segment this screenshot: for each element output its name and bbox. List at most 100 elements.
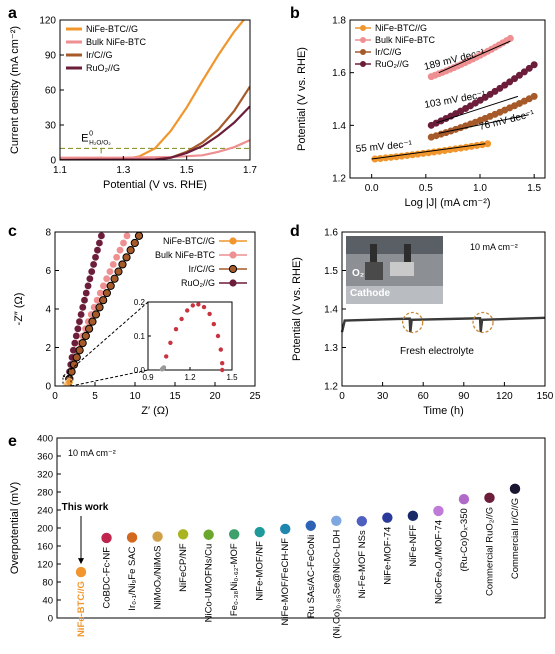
legend-marker <box>229 251 237 259</box>
data-point <box>530 61 538 69</box>
legend-label: Bulk NiFe-BTC <box>375 35 436 45</box>
inset-x-tick-label: 1.5 <box>226 373 238 382</box>
x-axis-label: Log |J| (mA cm⁻²) <box>404 197 490 209</box>
plot-c <box>62 232 144 386</box>
y-tick-label: 40 <box>42 596 53 607</box>
y-tick-label: 1.2 <box>324 382 338 393</box>
data-point <box>81 331 90 341</box>
data-point <box>78 303 87 312</box>
y-tick-label: 1.2 <box>332 174 346 185</box>
y-tick-label: 0 <box>48 614 53 625</box>
x-axis-label: Potential (V vs. RHE) <box>103 179 207 191</box>
data-point <box>280 523 291 535</box>
data-point <box>123 232 131 240</box>
inset-point <box>168 340 173 345</box>
y-tick-label: 280 <box>37 488 53 499</box>
x-tick-label: 0.5 <box>419 183 433 194</box>
data-point <box>95 239 104 247</box>
y-tick-label: 1.5 <box>324 266 338 277</box>
inset-point <box>185 308 190 313</box>
data-point <box>134 232 144 240</box>
y-tick-label: 1.6 <box>332 68 346 79</box>
data-point <box>496 84 504 92</box>
zoom-connector <box>70 369 149 387</box>
photo-top <box>346 236 443 254</box>
y-axis-label: Current density (mA cm⁻²) <box>9 26 21 154</box>
panel-label: d <box>290 223 300 240</box>
data-point <box>97 232 106 240</box>
x-tick-label: 1.3 <box>116 165 130 176</box>
data-point <box>331 515 342 526</box>
y-tick-label: 200 <box>37 524 53 535</box>
data-point <box>118 260 127 269</box>
data-point <box>484 492 495 504</box>
x-tick-label: 15 <box>169 391 181 402</box>
x-tick-label: 1.5 <box>180 165 194 176</box>
category-label: NiFeCP/NF <box>178 543 189 592</box>
x-axis-label: Z′ (Ω) <box>141 405 168 417</box>
inset-point <box>215 333 221 339</box>
category-label: Ir₀.₁/Ni₉Fe SAC <box>127 546 138 610</box>
axes-b <box>349 19 546 179</box>
o2-label: O₂ <box>352 268 364 279</box>
zoom-box <box>62 375 72 387</box>
x-tick-label: 0 <box>339 391 345 402</box>
category-label: NiMoOₓ/NiMoS <box>153 546 164 610</box>
y-tick-label: 1.6 <box>324 228 338 239</box>
category-label: (Ni,Co)₀.₈₅Se@NiCo-LDH <box>331 530 342 639</box>
photo-bottom <box>346 286 443 304</box>
category-label: CoBDC-Fc-NF <box>102 547 113 609</box>
data-point <box>65 378 74 386</box>
panel-label: e <box>8 433 17 450</box>
inset-point <box>179 316 184 322</box>
inset-x-tick-label: 1.2 <box>184 373 196 382</box>
series-line <box>340 316 546 333</box>
y-axis-label: Potential (V vs. RHE) <box>296 47 308 151</box>
data-point <box>85 324 94 333</box>
legend-marker <box>229 279 237 287</box>
legend-marker <box>360 49 366 55</box>
panel-label: a <box>8 5 17 22</box>
fit-line <box>436 95 519 124</box>
inset-point <box>211 321 216 327</box>
inset-point <box>220 361 225 366</box>
fit-line <box>371 143 486 160</box>
y-tick-label: 90 <box>45 51 57 62</box>
this-work-label: This work <box>62 502 109 513</box>
x-tick-label: 1.1 <box>53 165 67 176</box>
y-tick-label: 0 <box>45 382 51 393</box>
data-point <box>525 64 533 72</box>
x-tick-label: 30 <box>377 391 389 402</box>
electrode-rod <box>404 244 411 268</box>
y-tick-label: 30 <box>45 121 57 132</box>
data-point <box>86 274 94 283</box>
category-label: NiCoFeₓO₄/MOF-74 <box>433 520 444 604</box>
data-point <box>458 494 470 505</box>
data-point <box>106 267 114 276</box>
data-point <box>99 296 108 305</box>
cathode-label: Cathode <box>350 288 390 299</box>
slope-annotation: 55 mV dec⁻¹ <box>355 139 413 155</box>
data-point <box>110 274 119 283</box>
y-tick-label: 8 <box>45 228 51 239</box>
data-point <box>126 532 138 543</box>
legend-label: Ir/C//G <box>375 47 402 57</box>
y-tick-label: 1.3 <box>324 343 338 354</box>
data-point <box>101 532 112 544</box>
data-point <box>88 317 97 326</box>
data-point <box>254 526 265 538</box>
category-label: Ru SAs/AC-FeCoNi <box>306 535 317 618</box>
inset-y-tick-label: 0.1 <box>134 332 146 341</box>
data-point <box>75 566 87 578</box>
data-point <box>509 483 521 495</box>
y-tick-label: 4 <box>45 305 51 316</box>
x-tick-label: 1.5 <box>527 183 541 194</box>
y-tick-label: 1.8 <box>332 16 346 27</box>
data-point <box>119 239 128 247</box>
data-point <box>486 90 494 98</box>
data-point <box>75 346 84 355</box>
data-point <box>80 296 89 305</box>
legend-marker <box>360 61 366 67</box>
data-point <box>506 34 514 42</box>
fresh-electrolyte-label: Fresh electrolyte <box>400 346 474 357</box>
